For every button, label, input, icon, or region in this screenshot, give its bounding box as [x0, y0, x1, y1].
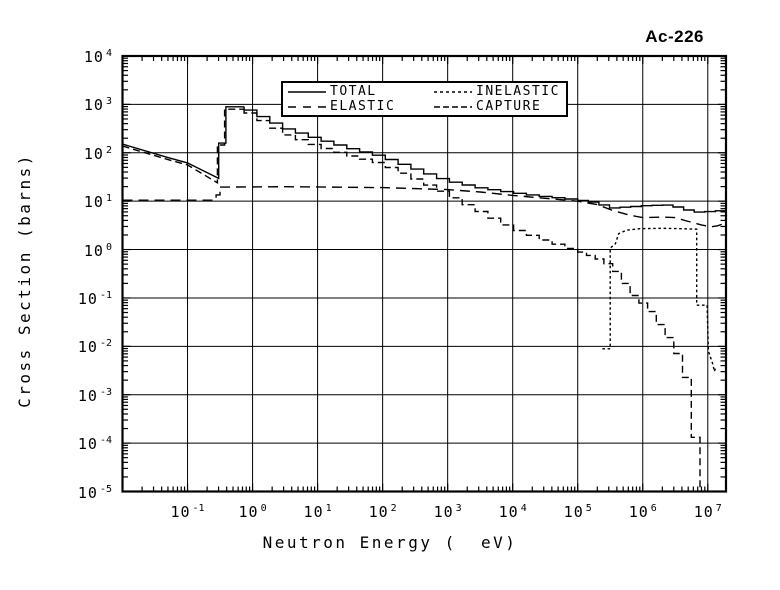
- legend-item-inelastic: INELASTIC: [433, 84, 562, 99]
- x-tick-label: 10 2: [368, 503, 397, 521]
- series-elastic-line: [122, 185, 727, 228]
- y-tick-label: 10 3: [83, 96, 112, 115]
- y-tick-label: 10 1: [83, 193, 112, 212]
- series-inelastic-line: [602, 227, 717, 374]
- series-capture-line: [122, 108, 701, 492]
- legend-line-sample-med-dash: [434, 105, 472, 108]
- legend-item-total: TOTAL: [287, 84, 433, 99]
- legend: TOTAL ELASTIC INELASTIC CAPTURE: [281, 81, 568, 117]
- x-tick-label: 10 0: [238, 503, 267, 521]
- y-tick-label: 10 -2: [77, 338, 112, 357]
- legend-label: CAPTURE: [476, 99, 542, 114]
- x-tick-label: 10 -1: [170, 503, 205, 521]
- series-total-line: [122, 106, 727, 213]
- y-tick-label: 10 -3: [77, 386, 112, 405]
- x-tick-label: 10 6: [628, 503, 657, 521]
- legend-label: INELASTIC: [476, 84, 560, 99]
- y-tick-label: 10 2: [83, 144, 112, 163]
- y-tick-label: 10 -4: [77, 435, 112, 454]
- legend-item-capture: CAPTURE: [433, 99, 562, 114]
- x-tick-label: 10 4: [498, 503, 527, 521]
- legend-label: ELASTIC: [330, 99, 396, 114]
- y-tick-label: 10 4: [83, 48, 112, 66]
- y-axis-label-wrap: Cross Section (barns): [6, 0, 42, 560]
- legend-item-elastic: ELASTIC: [287, 99, 433, 114]
- y-axis-label: Cross Section (barns): [14, 152, 34, 408]
- legend-label: TOTAL: [330, 84, 377, 99]
- y-tick-label: 10 -5: [77, 483, 112, 502]
- x-axis-label: Neutron Energy ( eV): [262, 533, 518, 552]
- x-tick-label: 10 7: [693, 503, 722, 521]
- legend-line-sample-solid: [288, 90, 326, 93]
- chart-title: Ac-226: [645, 27, 704, 46]
- x-tick-label: 10 5: [563, 503, 592, 521]
- x-tick-label: 10 1: [303, 503, 332, 521]
- y-tick-label: 10 -1: [77, 289, 112, 308]
- legend-line-sample-long-dash: [288, 105, 326, 108]
- y-tick-label: 10 0: [83, 241, 112, 260]
- legend-line-sample-short-dash: [434, 90, 472, 93]
- x-tick-label: 10 3: [433, 503, 462, 521]
- plot-frame: [121, 54, 728, 493]
